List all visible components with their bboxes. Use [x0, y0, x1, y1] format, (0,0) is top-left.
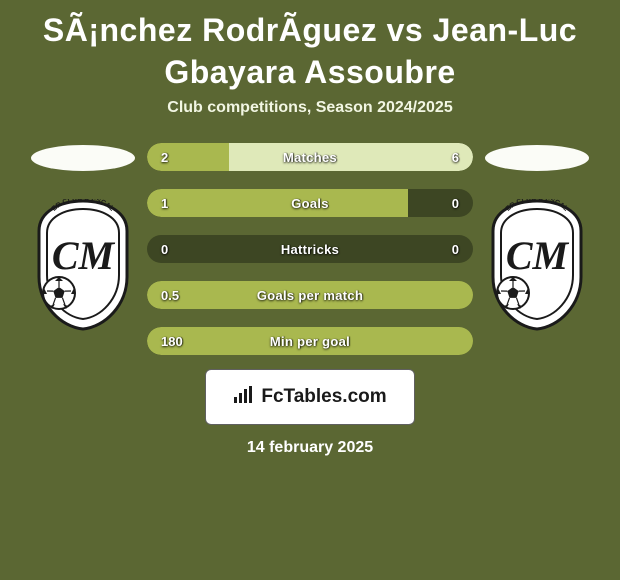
main-row: ER CLUB D'ESCAL CM 2Matches61Goals00Hatt…	[0, 145, 620, 355]
stat-label: Goals per match	[147, 288, 473, 303]
stat-row: 1Goals0	[147, 189, 473, 217]
stats-column: 2Matches61Goals00Hattricks00.5Goals per …	[137, 143, 483, 355]
left-ellipse	[31, 145, 135, 171]
stat-label: Goals	[147, 196, 473, 211]
right-ellipse	[485, 145, 589, 171]
svg-text:CM: CM	[52, 233, 116, 278]
page-title: SÃ¡nchez RodrÃ­guez vs Jean-Luc Gbayara …	[0, 0, 620, 99]
left-side: ER CLUB D'ESCAL CM	[29, 145, 137, 331]
subtitle: Club competitions, Season 2024/2025	[0, 99, 620, 117]
logo-box: FcTables.com	[205, 369, 415, 425]
stat-row: 0Hattricks0	[147, 235, 473, 263]
stat-value-right: 0	[452, 196, 459, 211]
stat-value-right: 0	[452, 242, 459, 257]
comparison-infographic: SÃ¡nchez RodrÃ­guez vs Jean-Luc Gbayara …	[0, 0, 620, 580]
left-crest: ER CLUB D'ESCAL CM	[33, 199, 133, 331]
barchart-icon	[233, 386, 255, 409]
stat-label: Hattricks	[147, 242, 473, 257]
right-side: ER CLUB D'ESCAL CM	[483, 145, 591, 331]
stat-row: 2Matches6	[147, 143, 473, 171]
logo-text: FcTables.com	[261, 386, 386, 408]
stat-label: Min per goal	[147, 334, 473, 349]
stat-label: Matches	[147, 150, 473, 165]
date-text: 14 february 2025	[247, 439, 373, 457]
stat-value-right: 6	[452, 150, 459, 165]
stat-row: 0.5Goals per match	[147, 281, 473, 309]
footer: FcTables.com 14 february 2025	[0, 369, 620, 457]
stat-row: 180Min per goal	[147, 327, 473, 355]
svg-text:CM: CM	[506, 233, 570, 278]
right-crest: ER CLUB D'ESCAL CM	[487, 199, 587, 331]
